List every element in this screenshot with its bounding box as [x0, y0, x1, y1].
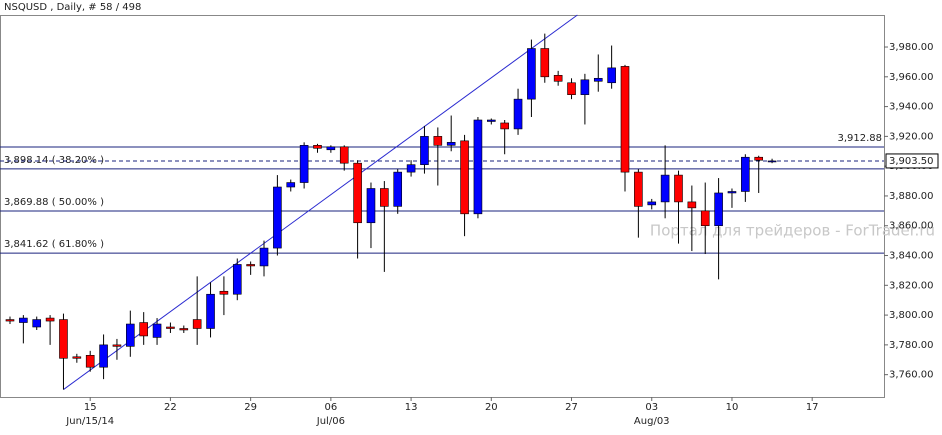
candle-body	[45, 317, 55, 322]
candle-body	[754, 156, 764, 161]
candle-body	[527, 48, 536, 100]
candle-body	[380, 188, 389, 207]
y-tick-label: 3,840.00	[889, 251, 934, 262]
candle-body	[433, 136, 443, 146]
candle-body	[72, 356, 82, 359]
candle-body	[246, 264, 255, 267]
candle-body	[767, 160, 777, 163]
candle-body	[660, 174, 670, 203]
candle-body	[460, 140, 469, 215]
plot-frame	[0, 15, 885, 398]
candle-body	[406, 164, 416, 173]
x-tick-label: 29	[244, 402, 257, 413]
fib-level-label: 3,869.88 ( 50.00% )	[4, 197, 104, 208]
candle-body	[473, 119, 483, 215]
candle-body	[513, 98, 523, 130]
x-tick-label: 15	[84, 402, 97, 413]
candle-body	[567, 82, 576, 95]
candle-body	[553, 75, 563, 82]
candle-body	[727, 191, 737, 194]
candle-body	[313, 145, 322, 149]
y-tick-label: 3,980.00	[889, 42, 934, 53]
candle-body	[580, 79, 590, 95]
candle-body	[647, 201, 657, 206]
candle-body	[487, 119, 496, 122]
candle-body	[500, 122, 509, 130]
candle-body	[700, 210, 710, 227]
y-tick-label: 3,800.00	[889, 310, 934, 321]
y-tick-label: 3,780.00	[889, 340, 934, 351]
x-tick-label: 17	[806, 402, 819, 413]
candle-body	[126, 323, 135, 347]
current-price-label: 3,903.50	[889, 156, 934, 167]
x-tick-label: 13	[405, 402, 418, 413]
candle-body	[5, 319, 15, 322]
candle-body	[85, 355, 95, 368]
fib-level-label: 3,912.88	[837, 133, 882, 144]
candle-body	[179, 328, 189, 331]
candle-body	[446, 142, 456, 146]
candle-body	[99, 344, 108, 368]
y-tick-label: 3,760.00	[889, 370, 934, 381]
y-tick-label: 3,820.00	[889, 280, 934, 291]
candle-body	[232, 264, 242, 295]
candle-body	[366, 188, 376, 224]
candle-body	[634, 171, 643, 207]
price-box	[885, 153, 939, 169]
candle-body	[714, 192, 723, 227]
fib-level-label: 3,898.14 ( 38.20% )	[4, 155, 104, 166]
y-tick-label: 3,880.00	[889, 191, 934, 202]
candle-body	[19, 317, 28, 323]
x-sublabel: Aug/03	[634, 416, 670, 427]
candle-body	[741, 156, 750, 192]
candle-body	[259, 247, 269, 267]
candle-body	[339, 146, 349, 164]
y-tick-label: 3,860.00	[889, 221, 934, 232]
candle-body	[139, 322, 148, 337]
x-tick-label: 10	[726, 402, 739, 413]
candle-body	[286, 182, 296, 188]
fib-level-label: 3,841.62 ( 61.80% )	[4, 239, 104, 250]
x-tick-label: 27	[565, 402, 578, 413]
chart-title: NSQUSD , Daily, # 58 / 498	[4, 2, 141, 13]
x-sublabel: Jun/15/14	[65, 416, 114, 427]
trendline	[63, 14, 578, 390]
candle-body	[152, 323, 162, 338]
x-tick-label: 22	[164, 402, 177, 413]
y-tick-label: 3,960.00	[889, 72, 934, 83]
candle-body	[206, 293, 215, 329]
candle-body	[420, 136, 429, 165]
candle-body	[192, 319, 202, 329]
candle-body	[59, 319, 68, 359]
candle-body	[607, 67, 616, 84]
candle-body	[393, 171, 403, 207]
x-sublabel: Jul/06	[316, 416, 345, 427]
x-tick-label: 06	[324, 402, 337, 413]
y-tick-label: 3,940.00	[889, 102, 934, 113]
candle-body	[299, 145, 309, 183]
candle-body	[166, 326, 175, 329]
candle-body	[353, 162, 362, 224]
candle-body	[112, 344, 122, 347]
candle-body	[326, 146, 336, 151]
x-tick-label: 03	[645, 402, 658, 413]
candle-body	[674, 174, 683, 203]
candle-body	[687, 201, 697, 209]
y-tick-label: 3,920.00	[889, 131, 934, 142]
candle-body	[273, 186, 282, 249]
candle-body	[32, 319, 42, 328]
candle-body	[540, 48, 550, 78]
candle-body	[219, 290, 229, 295]
x-tick-label: 20	[485, 402, 498, 413]
candle-body	[620, 66, 630, 173]
candle-body	[593, 77, 603, 82]
